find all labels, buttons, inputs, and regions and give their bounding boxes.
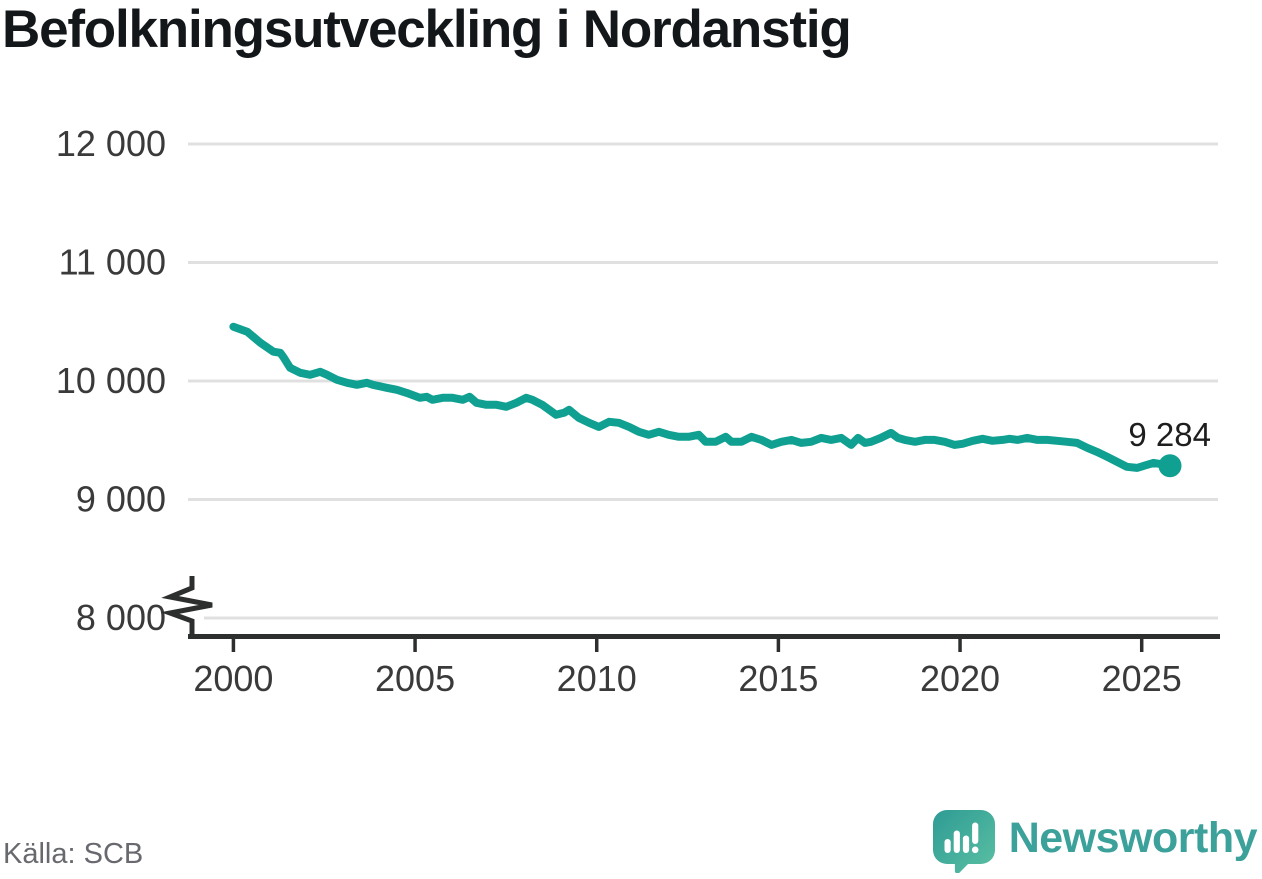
- x-tick-label: 2000: [193, 658, 273, 699]
- newsworthy-logo-icon: [932, 810, 995, 873]
- exclamation-bar: [971, 822, 979, 844]
- newsworthy-logo: Newsworthy: [932, 809, 1258, 873]
- chart-title: Befolkningsutveckling i Nordanstig: [2, 0, 852, 59]
- y-tick-label: 12 000: [56, 123, 166, 164]
- y-tick-label: 9 000: [76, 479, 166, 520]
- exclamation-dot: [971, 846, 979, 854]
- population-series-line: [229, 322, 1174, 472]
- source-note: Källa: SCB: [3, 838, 144, 870]
- latest-value-label: 9 284: [1128, 416, 1211, 453]
- bar-2: [953, 830, 960, 853]
- bar-3: [962, 835, 969, 853]
- x-tick-label: 2020: [920, 658, 1000, 699]
- latest-value-dot: [1158, 454, 1182, 478]
- x-tick-label: 2015: [738, 658, 818, 699]
- population-line-chart: 8 000 9 000 10 000 11 000 12 000 2000 2005 2010…: [56, 123, 1220, 699]
- y-tick-label: 11 000: [59, 242, 166, 283]
- y-tick-label: 10 000: [56, 360, 166, 401]
- x-tick-label: 2025: [1102, 658, 1182, 699]
- newsworthy-wordmark: Newsworthy: [1008, 813, 1258, 862]
- x-tick-label: 2005: [375, 658, 455, 699]
- x-tick-label: 2010: [557, 658, 637, 699]
- bar-1: [944, 839, 951, 853]
- y-axis-break-icon: [160, 576, 213, 637]
- y-tick-label: 8 000: [76, 597, 166, 638]
